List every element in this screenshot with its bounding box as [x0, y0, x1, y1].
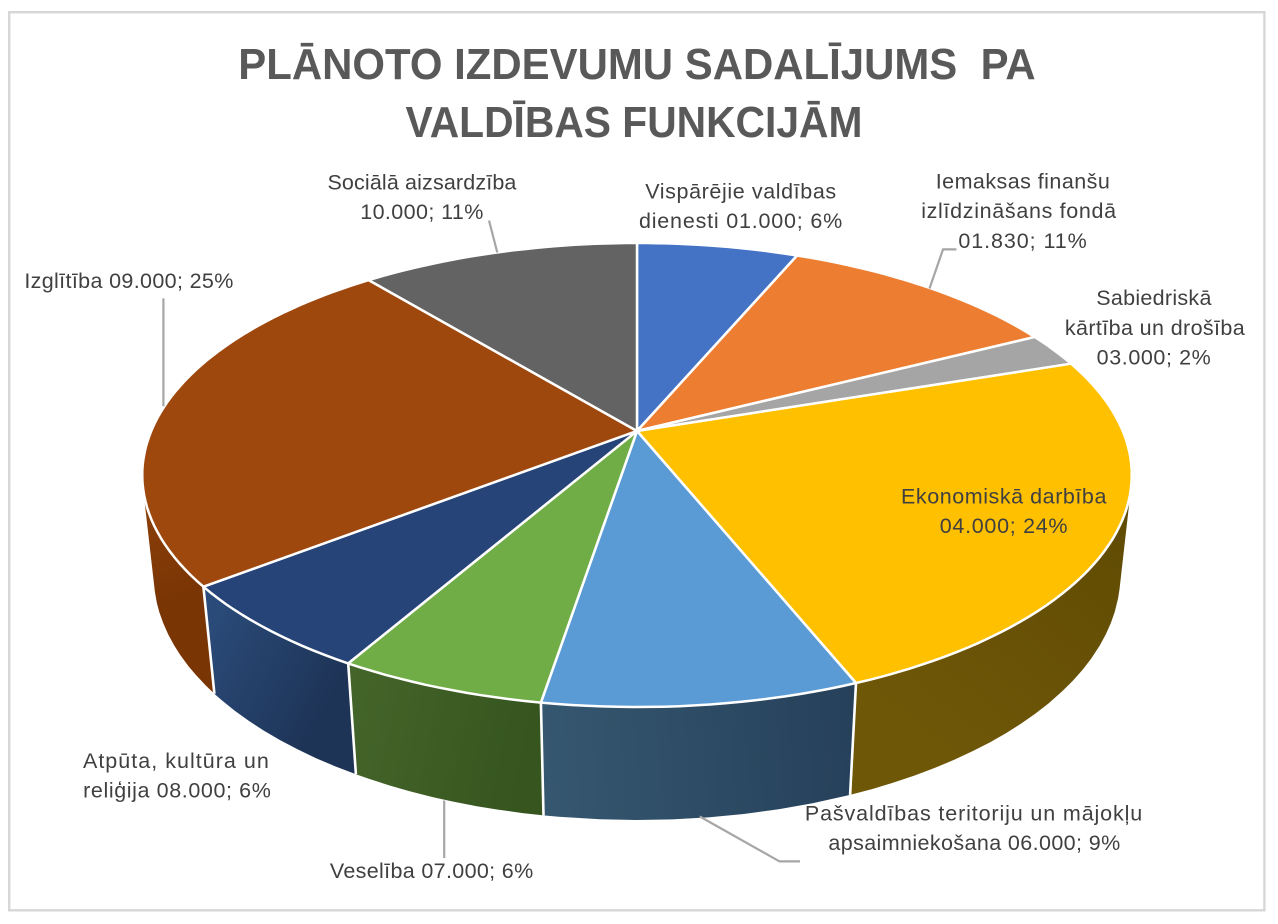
svg-text:Sociālā aizsardzība: Sociālā aizsardzība — [327, 171, 516, 195]
svg-text:reliģija 08.000; 6%: reliģija 08.000; 6% — [83, 779, 271, 803]
svg-text:dienesti 01.000; 6%: dienesti 01.000; 6% — [639, 209, 843, 233]
svg-text:Pašvaldības teritoriju un mājo: Pašvaldības teritoriju un mājokļu — [805, 802, 1143, 826]
svg-text:Atpūta, kultūra un: Atpūta, kultūra un — [83, 749, 270, 773]
svg-text:Sabiedriskā: Sabiedriskā — [1096, 286, 1211, 310]
svg-text:Iemaksas finanšu: Iemaksas finanšu — [936, 170, 1111, 194]
svg-text:apsaimniekošana 06.000; 9%: apsaimniekošana 06.000; 9% — [828, 831, 1120, 855]
svg-text:kārtība un drošība: kārtība un drošība — [1065, 316, 1245, 340]
svg-text:Vispārējie valdības: Vispārējie valdības — [645, 179, 836, 203]
svg-text:Ekonomiskā darbība: Ekonomiskā darbība — [901, 485, 1107, 509]
svg-text:04.000; 24%: 04.000; 24% — [940, 514, 1068, 538]
svg-text:03.000; 2%: 03.000; 2% — [1097, 345, 1212, 369]
svg-text:01.830; 11%: 01.830; 11% — [958, 229, 1087, 253]
svg-text:VALDĪBAS FUNKCIJĀM: VALDĪBAS FUNKCIJĀM — [406, 98, 863, 147]
svg-text:Veselība 07.000; 6%: Veselība 07.000; 6% — [330, 859, 534, 883]
svg-text:PLĀNOTO IZDEVUMU SADALĪJUMS P: PLĀNOTO IZDEVUMU SADALĪJUMS PA — [238, 40, 1035, 89]
svg-text:Izglītība 09.000; 25%: Izglītība 09.000; 25% — [24, 269, 233, 293]
svg-text:10.000; 11%: 10.000; 11% — [360, 200, 484, 224]
svg-text:izlīdzināšans fondā: izlīdzināšans fondā — [921, 199, 1117, 223]
